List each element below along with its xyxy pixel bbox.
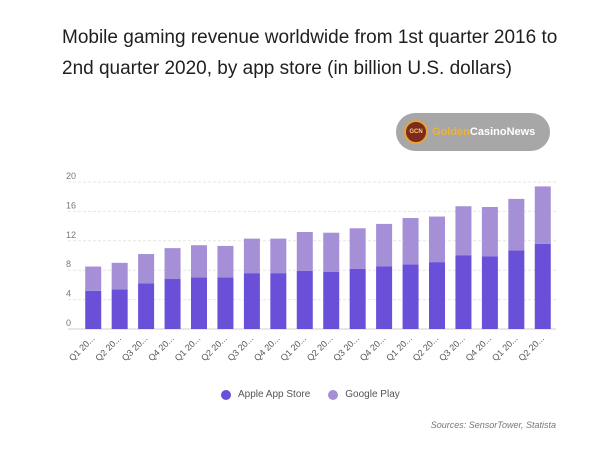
legend-item-google: Google Play — [328, 389, 400, 400]
y-tick-label: 8 — [66, 259, 71, 269]
x-tick-label: Q3 20... — [120, 333, 150, 363]
bar-google-play — [349, 228, 366, 269]
x-tick-label: Q4 20... — [252, 333, 282, 363]
bar-google-play — [296, 231, 313, 271]
bar-google-play — [376, 223, 393, 267]
y-tick-label: 12 — [66, 230, 76, 240]
legend-swatch-apple — [221, 389, 231, 400]
source-note: Sources: SensorTower, Statista — [430, 420, 556, 430]
chart-title: Mobile gaming revenue worldwide from 1st… — [62, 27, 558, 79]
bar-apple-app-store — [138, 283, 155, 329]
bar-apple-app-store — [85, 290, 102, 329]
bar-apple-app-store — [243, 273, 260, 329]
x-tick-label: Q3 20... — [331, 333, 361, 363]
bar-apple-app-store — [534, 243, 551, 329]
x-tick-label: Q4 20... — [358, 333, 388, 363]
bar-apple-app-store — [508, 250, 525, 329]
bar-google-play — [481, 206, 498, 257]
bar-google-play — [429, 216, 445, 263]
bar-google-play — [138, 254, 155, 284]
bar-google-play — [243, 238, 260, 274]
bar-apple-app-store — [402, 264, 419, 329]
x-tick-label: Q1 20... — [490, 333, 520, 363]
bar-apple-app-store — [191, 277, 207, 329]
x-tick-label: Q1 20... — [278, 333, 308, 363]
bar-google-play — [323, 232, 340, 272]
bar-apple-app-store — [429, 262, 445, 329]
bar-google-play — [270, 238, 287, 274]
x-tick-label: Q2 20... — [93, 333, 123, 363]
bar-google-play — [402, 218, 419, 265]
y-tick-label: 16 — [66, 200, 76, 210]
legend-label-apple: Apple App Store — [238, 389, 311, 400]
x-tick-label: Q2 20... — [305, 333, 335, 363]
bar-apple-app-store — [455, 255, 472, 329]
bar-apple-app-store — [296, 270, 313, 329]
bar-apple-app-store — [164, 279, 181, 329]
bar-google-play — [111, 262, 128, 290]
y-tick-label: 4 — [66, 289, 71, 299]
legend-item-apple: Apple App Store — [221, 389, 310, 400]
bar-apple-app-store — [349, 268, 366, 329]
watermark-word-golden: Golden — [432, 126, 470, 138]
x-tick-label: Q4 20... — [146, 333, 176, 363]
watermark-word-casinonews: CasinoNews — [469, 126, 536, 138]
bar-apple-app-store — [270, 273, 287, 329]
x-tick-label: Q2 20... — [516, 333, 546, 363]
x-tick-label: Q4 20... — [464, 333, 494, 363]
x-tick-label: Q1 20... — [384, 333, 414, 363]
bar-apple-app-store — [217, 277, 234, 329]
y-tick-label: 20 — [66, 171, 76, 181]
chart-legend: Apple App Store Google Play — [221, 389, 418, 400]
x-tick-label: Q3 20... — [437, 333, 467, 363]
y-tick-label: 0 — [66, 318, 71, 328]
watermark-text: GoldenCasinoNews — [432, 126, 535, 138]
x-tick-label: Q1 20... — [67, 333, 97, 363]
legend-swatch-google — [328, 389, 339, 400]
bar-apple-app-store — [481, 256, 498, 329]
bar-google-play — [191, 245, 207, 278]
bar-google-play — [534, 186, 551, 244]
bar-google-play — [455, 206, 472, 256]
bar-google-play — [217, 245, 234, 278]
watermark-badge: GCN GoldenCasinoNews — [396, 113, 550, 151]
x-tick-label: Q3 20... — [226, 333, 256, 363]
casino-chip-icon: GCN — [404, 120, 428, 144]
bar-apple-app-store — [111, 289, 128, 329]
legend-label-google: Google Play — [345, 389, 400, 400]
bar-apple-app-store — [376, 266, 393, 329]
bar-google-play — [508, 198, 525, 251]
bar-google-play — [85, 266, 102, 291]
bar-apple-app-store — [323, 271, 340, 329]
x-tick-label: Q2 20... — [199, 333, 229, 363]
bar-google-play — [164, 248, 181, 280]
x-tick-label: Q1 20... — [173, 333, 203, 363]
x-tick-label: Q2 20... — [411, 333, 441, 363]
